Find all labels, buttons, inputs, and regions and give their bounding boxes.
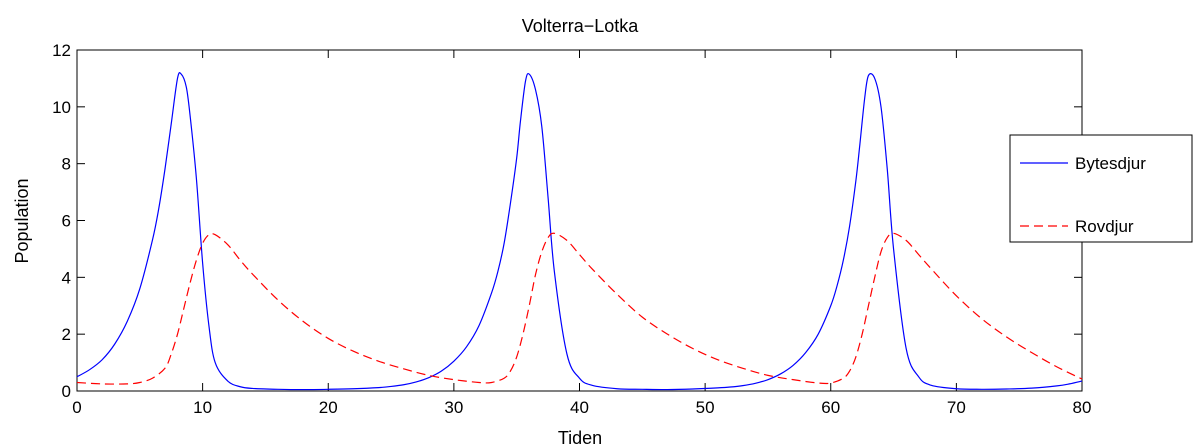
legend: Bytesdjur Rovdjur [1009,134,1193,243]
series-layer [76,72,1083,391]
y-tick-label: 12 [52,41,71,60]
x-tick-label: 20 [319,398,338,417]
x-tick-label: 0 [72,398,81,417]
y-tick-label: 2 [62,325,71,344]
y-tick-label: 0 [62,382,71,401]
series-line-bytesdjur [76,72,1083,391]
legend-box [1009,134,1193,243]
x-tick-labels: 0 10 20 30 40 50 60 70 80 [72,398,1091,417]
y-tick-label: 4 [62,268,71,287]
series-line-rovdjur [76,232,1083,385]
legend-label-rovdjur: Rovdjur [1075,217,1134,236]
y-axis-title: Population [12,178,32,263]
x-axis-title: Tiden [558,428,602,445]
x-tick-label: 50 [696,398,715,417]
y-tick-label: 6 [62,212,71,231]
x-tick-label: 60 [821,398,840,417]
y-tick-labels: 0 2 4 6 8 10 12 [52,41,71,401]
x-tick-label: 30 [444,398,463,417]
x-tick-label: 40 [570,398,589,417]
x-tick-label: 70 [947,398,966,417]
legend-label-bytesdjur: Bytesdjur [1075,154,1146,173]
x-tick-label: 80 [1073,398,1092,417]
x-tick-label: 10 [193,398,212,417]
plot-area [76,49,1083,392]
chart-title: Volterra−Lotka [522,16,640,36]
y-tick-label: 10 [52,98,71,117]
y-tick-label: 8 [62,155,71,174]
